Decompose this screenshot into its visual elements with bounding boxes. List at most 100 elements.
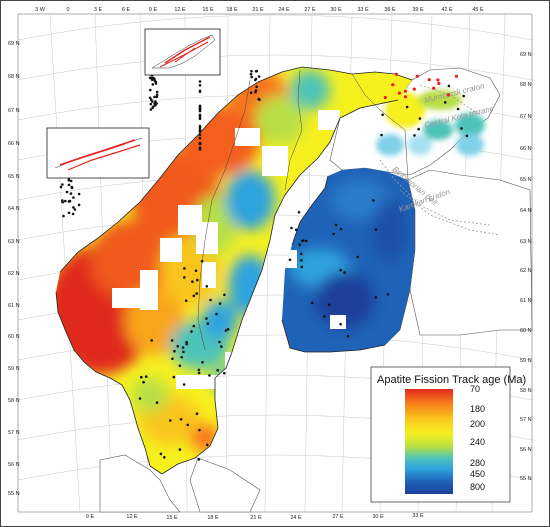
legend-value: 200 (470, 419, 485, 429)
sample-point (77, 203, 81, 207)
sample-point (215, 312, 218, 316)
tick-top-label: 21 E (252, 7, 264, 13)
sample-point (185, 340, 188, 344)
sample-point (61, 183, 64, 186)
sample-point (198, 106, 202, 109)
sample-point-kola (446, 93, 450, 97)
tick-top-label: 3 W (35, 7, 46, 13)
sample-point (223, 293, 226, 297)
sample-point (170, 339, 174, 342)
sample-point (152, 105, 155, 108)
sample-point (182, 350, 185, 354)
sample-point (171, 357, 174, 361)
sample-point (178, 364, 182, 368)
tick-top-label: 45 E (472, 7, 484, 13)
sample-point (372, 199, 375, 202)
tick-bottom-label: 12 E (126, 514, 138, 520)
sample-point (334, 223, 338, 227)
ticks-right: 69 N 68 N 67 N 66 N 65 N 64 N 63 N 62 N 61 N 60 N… (520, 52, 532, 482)
sample-point (413, 134, 416, 137)
sample-point (456, 107, 460, 111)
sample-point (249, 72, 253, 76)
sample-point (462, 94, 466, 98)
sample-point (192, 324, 196, 328)
sample-point (443, 101, 447, 104)
sample-point (218, 340, 221, 344)
sample-point (154, 100, 157, 103)
tick-left-label: 58 N (8, 398, 20, 404)
sample-point (198, 130, 202, 134)
sample-point (150, 339, 153, 342)
legend-value: 240 (470, 437, 485, 447)
sample-point (73, 208, 77, 211)
tick-right-label: 60 N (520, 328, 532, 334)
sample-point (201, 361, 204, 364)
sample-point (294, 228, 298, 232)
sample-point (380, 133, 383, 137)
sample-point (155, 95, 159, 99)
tick-bottom-label: 27 E (332, 514, 344, 520)
sample-point (223, 371, 226, 375)
sample-point (198, 428, 201, 432)
tick-right-label: 66 N (520, 146, 532, 152)
sample-point (70, 186, 74, 190)
sample-point (67, 211, 71, 215)
sample-point (138, 397, 142, 400)
sample-point (72, 196, 75, 199)
sample-point (151, 83, 155, 86)
sample-point (301, 239, 304, 243)
sample-point (155, 401, 159, 404)
tick-right-label: 67 N (520, 114, 532, 120)
tick-top-label: 6 E (122, 7, 131, 13)
tick-top-label: 9 E (149, 7, 158, 13)
sample-point (153, 95, 156, 99)
sample-point (148, 96, 152, 100)
sample-point (460, 127, 463, 130)
legend-title: Apatite Fission Track age (Ma) (377, 374, 526, 386)
sample-point-kola (391, 83, 395, 87)
sample-point (198, 133, 202, 137)
sample-point (183, 267, 186, 270)
sample-point-kola (403, 95, 407, 99)
sample-point (195, 412, 199, 416)
sample-point (69, 179, 73, 183)
tick-right-label: 62 N (520, 268, 532, 274)
tick-left-label: 67 N (8, 108, 20, 114)
sample-point (182, 383, 186, 386)
sample-point (257, 75, 261, 78)
sample-point (198, 84, 202, 87)
sample-point (64, 199, 67, 203)
sample-point (198, 90, 202, 94)
tick-right-label: 55 N (520, 476, 532, 482)
sample-point (332, 232, 336, 236)
sample-point-kola (436, 78, 440, 82)
sample-point (67, 179, 71, 182)
sample-point (250, 69, 253, 73)
sample-point (300, 259, 303, 262)
sample-point (205, 317, 208, 320)
sample-point-kola (432, 86, 436, 90)
sample-point (155, 93, 159, 97)
legend: Apatite Fission Track age (Ma) 70 180 200 2… (370, 366, 526, 503)
tick-right-label: 59 N (520, 358, 532, 364)
sample-point (68, 199, 71, 203)
sample-point (254, 77, 258, 81)
sample-point (194, 269, 198, 273)
sample-point (386, 292, 390, 296)
sample-point (447, 84, 451, 88)
sample-point (65, 190, 69, 194)
sample-point (198, 136, 202, 140)
tick-top-label: 33 E (357, 7, 369, 13)
sample-point (180, 355, 183, 359)
borders (197, 69, 416, 351)
tick-bottom-label: 18 E (207, 515, 219, 521)
sample-point (191, 280, 194, 284)
tick-bottom-label: 9 E (86, 514, 95, 520)
sample-point (290, 226, 293, 230)
sample-point (72, 206, 75, 209)
sample-point (178, 448, 182, 451)
tick-top-label: 24 E (278, 7, 290, 13)
sample-point (173, 349, 176, 353)
sample-point (197, 458, 201, 461)
